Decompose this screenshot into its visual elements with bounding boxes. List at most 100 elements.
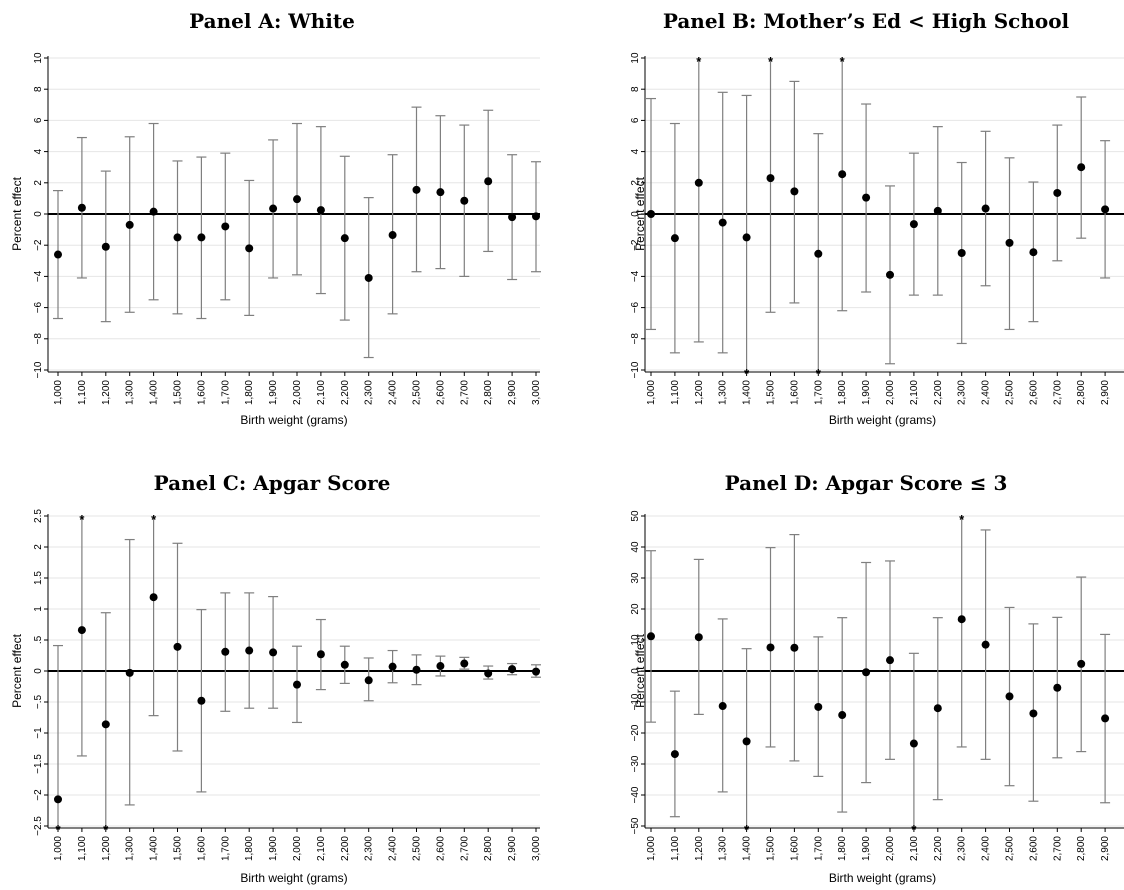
point-estimate <box>412 185 421 194</box>
point-estimate <box>742 737 751 746</box>
x-tick-label: 1,400 <box>742 380 753 405</box>
x-tick-label: 1,800 <box>244 380 255 405</box>
y-tick-label: −2 <box>630 239 641 251</box>
x-tick-label: 2,900 <box>507 836 518 861</box>
x-tick-label: 1,600 <box>789 380 800 405</box>
y-tick-label: −30 <box>630 755 641 772</box>
x-tick-label: 2,300 <box>957 380 968 405</box>
y-tick-label: 6 <box>33 117 44 123</box>
x-tick-label: 2,200 <box>340 380 351 405</box>
point-estimate <box>933 206 942 215</box>
panel-title: Panel B: Mother’s Ed < High School <box>663 9 1070 33</box>
x-axis-label: Birth weight (grams) <box>829 413 936 427</box>
point-estimate <box>125 220 134 229</box>
y-tick-label: 2 <box>33 544 44 550</box>
point-estimate <box>814 249 823 258</box>
y-tick-label: 40 <box>630 541 641 553</box>
point-estimate <box>1053 683 1062 692</box>
point-estimate <box>838 711 847 720</box>
x-tick-label: 2,700 <box>459 836 470 861</box>
point-estimate <box>957 249 966 257</box>
point-estimate <box>670 234 679 243</box>
x-tick-label: 1,900 <box>861 380 872 405</box>
x-tick-label: 2,700 <box>459 380 470 405</box>
point-estimate <box>1029 709 1038 718</box>
panel-b: Panel B: Mother’s Ed < High School −10 −8 −… <box>630 9 1124 427</box>
x-axis-label: Birth weight (grams) <box>829 871 936 885</box>
x-tick-label: 1,400 <box>149 836 160 861</box>
point-estimate <box>340 234 349 243</box>
x-tick-label: 2,000 <box>885 836 896 861</box>
point-estimate <box>173 642 182 651</box>
truncation-star: * <box>959 512 965 527</box>
y-tick-label: −.5 <box>33 694 44 709</box>
x-tick-label: 1,300 <box>125 836 136 861</box>
point-estimate <box>647 210 655 218</box>
x-tick-label: 1,400 <box>149 380 160 405</box>
x-tick-label: 1,400 <box>742 836 753 861</box>
x-tick-label: 2,100 <box>909 836 920 861</box>
x-tick-label: 1,800 <box>244 836 255 861</box>
truncation-star: * <box>744 822 750 837</box>
x-tick-label: 2,600 <box>1028 836 1039 861</box>
y-axis-label: Percent effect <box>633 633 647 707</box>
point-estimate <box>460 659 469 668</box>
y-axis-label: Percent effect <box>10 633 24 707</box>
point-estimate <box>245 646 254 655</box>
x-tick-label: 2,100 <box>316 836 327 861</box>
x-tick-label: 1,900 <box>268 836 279 861</box>
panel-title: Panel C: Apgar Score <box>154 471 391 495</box>
y-tick-label: 8 <box>630 86 641 92</box>
point-estimate <box>1101 714 1110 723</box>
y-tick-label: 50 <box>630 510 641 522</box>
x-tick-label: 1,300 <box>718 380 729 405</box>
x-tick-label: 2,500 <box>412 380 423 405</box>
y-tick-label: 20 <box>630 603 641 615</box>
y-tick-label: 30 <box>630 572 641 584</box>
y-tick-label: 0 <box>33 668 44 674</box>
y-tick-label: 1.5 <box>33 571 44 585</box>
y-tick-label: 0 <box>630 211 641 217</box>
truncation-star: * <box>79 512 85 527</box>
x-tick-label: 2,500 <box>1005 836 1016 861</box>
y-tick-label: −6 <box>630 301 641 313</box>
point-estimate <box>364 273 373 282</box>
point-estimate <box>77 203 86 212</box>
x-tick-label: 2,200 <box>933 836 944 861</box>
x-tick-label: 2,900 <box>1100 836 1111 861</box>
y-tick-label: 2 <box>33 180 44 186</box>
point-estimate <box>293 680 301 689</box>
y-tick-label: 8 <box>33 86 44 92</box>
x-tick-label: 1,700 <box>220 836 231 861</box>
x-tick-label: 2,800 <box>1076 380 1087 405</box>
x-tick-label: 1,100 <box>670 836 681 861</box>
y-tick-label: −2 <box>33 239 44 251</box>
y-tick-label: −50 <box>630 817 641 834</box>
y-tick-label: 10 <box>33 52 44 64</box>
x-tick-label: 3,000 <box>531 380 542 405</box>
point-estimate <box>766 643 775 652</box>
point-estimate <box>838 170 847 179</box>
x-tick-label: 2,300 <box>364 380 375 405</box>
truncation-star: * <box>768 54 774 69</box>
point-estimate <box>790 643 799 652</box>
x-tick-label: 2,700 <box>1052 836 1063 861</box>
point-estimate <box>981 640 990 649</box>
x-tick-label: 1,000 <box>646 380 657 405</box>
point-estimate <box>532 667 540 676</box>
point-estimate <box>364 676 373 685</box>
point-estimate <box>670 750 679 759</box>
point-estimate <box>197 696 206 705</box>
point-estimate <box>1077 659 1086 668</box>
point-estimate <box>718 218 727 227</box>
point-estimate <box>245 244 254 253</box>
point-estimate <box>532 212 540 221</box>
x-tick-label: 1,500 <box>173 836 184 861</box>
y-tick-label: −1.5 <box>33 754 44 774</box>
x-tick-label: 1,000 <box>53 380 64 405</box>
y-tick-label: −40 <box>630 786 641 803</box>
point-estimate <box>742 233 751 242</box>
point-estimate <box>101 242 110 251</box>
x-tick-label: 2,100 <box>316 380 327 405</box>
x-tick-label: 1,700 <box>220 380 231 405</box>
